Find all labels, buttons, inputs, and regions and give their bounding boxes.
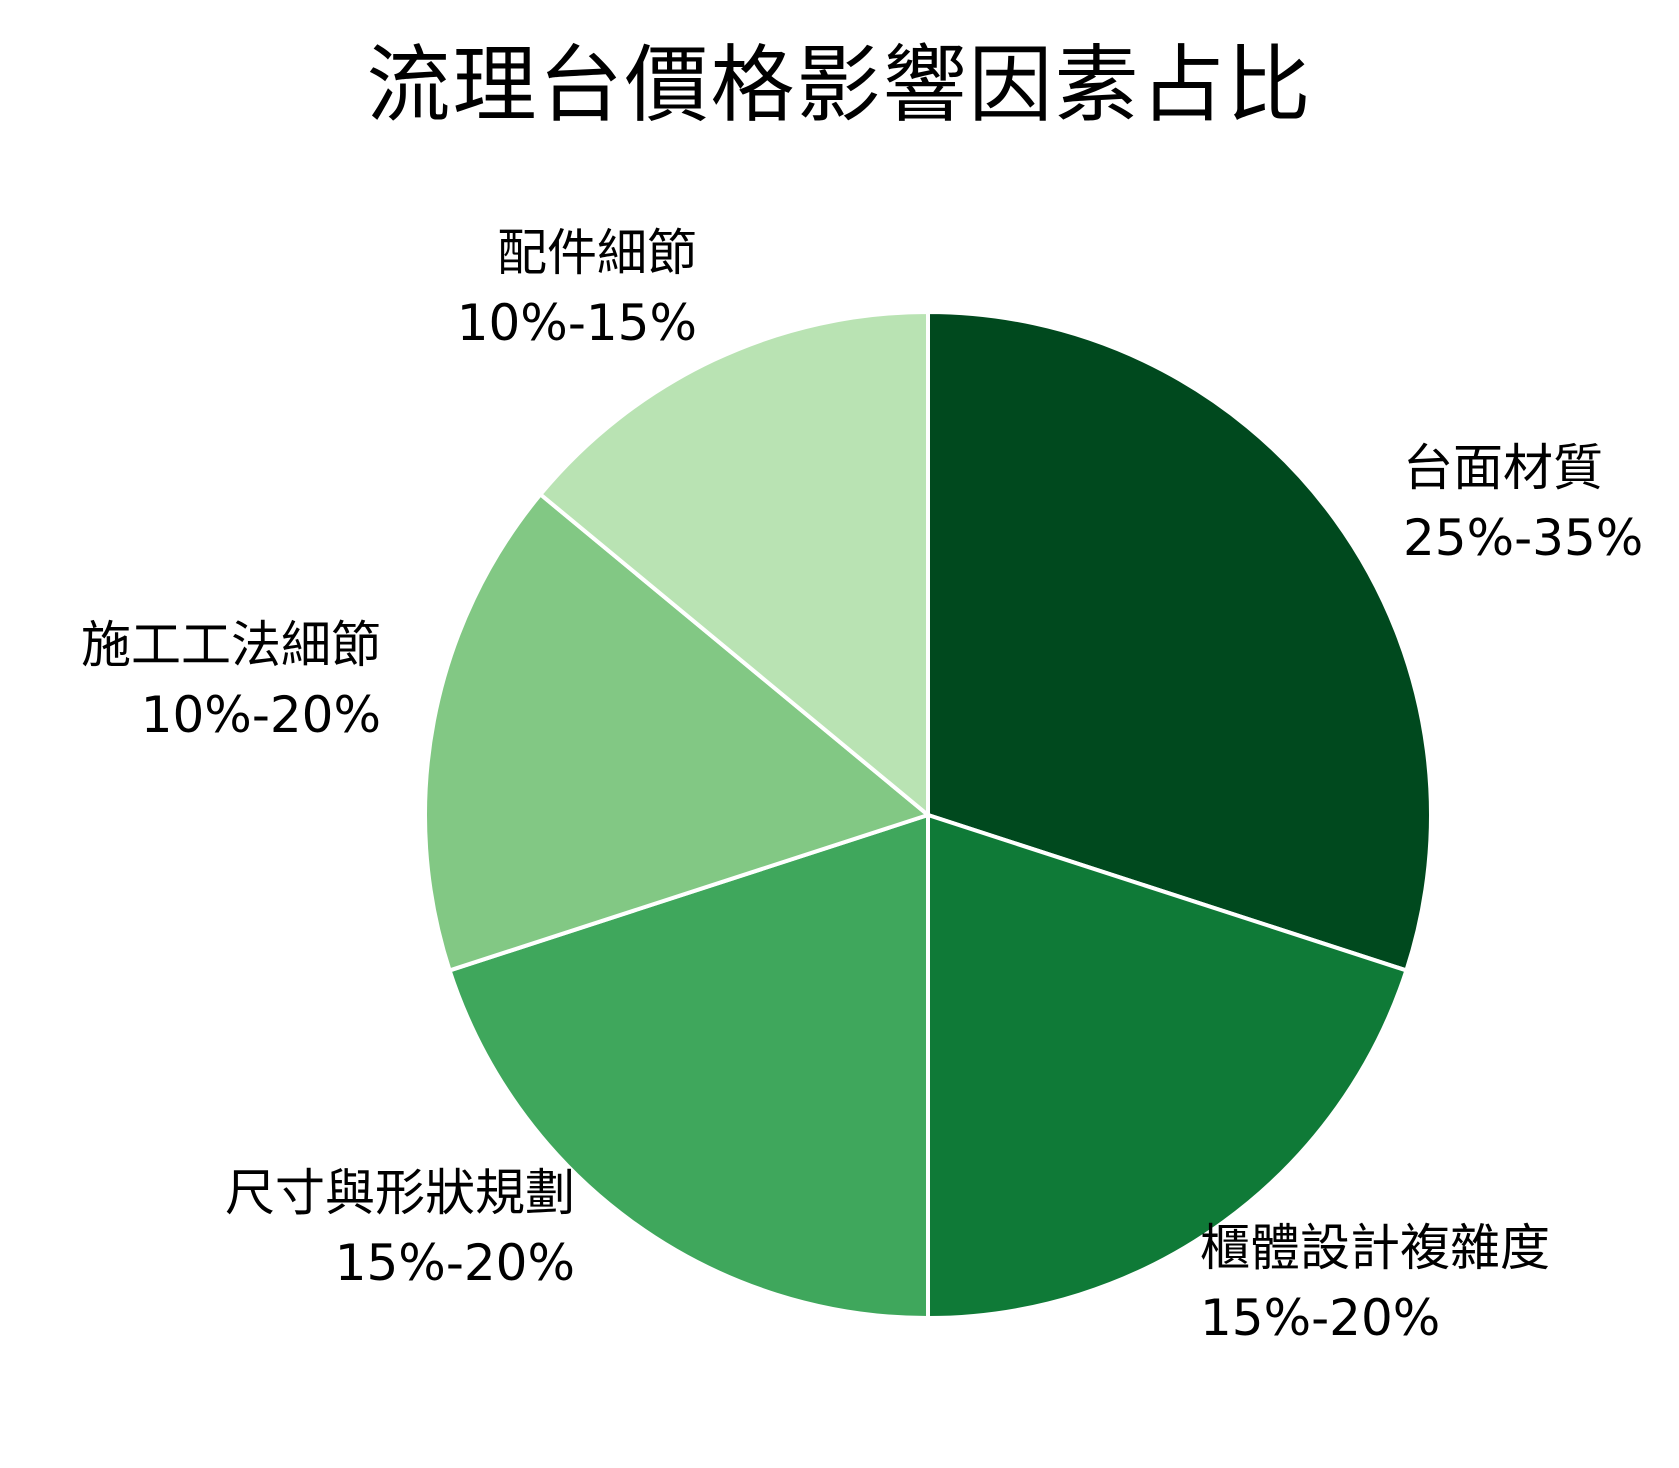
slice-label-name: 尺寸與形狀規劃 (225, 1164, 575, 1222)
pie-slice-2 (926, 813, 1409, 1320)
pie-slice-1 (926, 310, 1433, 973)
slice-label-5: 配件細節 10%-15% (457, 224, 697, 352)
pie-slice-4 (423, 492, 930, 973)
slice-label-range: 10%-15% (457, 294, 697, 352)
slice-label-range: 25%-35% (1403, 509, 1643, 567)
pie-slice-3 (447, 813, 930, 1320)
slice-label-range: 15%-20% (335, 1234, 575, 1292)
slice-label-1: 台面材質 25%-35% (1403, 439, 1643, 567)
chart-title: 流理台價格影響因素占比 (366, 36, 1313, 134)
slice-label-2: 櫃體設計複雜度 15%-20% (1200, 1219, 1550, 1347)
slice-label-name: 櫃體設計複雜度 (1200, 1219, 1550, 1277)
slice-label-3: 尺寸與形狀規劃 15%-20% (225, 1164, 575, 1292)
slice-label-4: 施工工法細節 10%-20% (81, 616, 381, 744)
slice-label-name: 配件細節 (497, 224, 697, 282)
slice-label-range: 15%-20% (1200, 1289, 1440, 1347)
slice-label-range: 10%-20% (141, 686, 381, 744)
slice-label-name: 施工工法細節 (81, 616, 381, 674)
pie-slice-5 (538, 310, 930, 817)
slice-label-name: 台面材質 (1403, 439, 1603, 497)
